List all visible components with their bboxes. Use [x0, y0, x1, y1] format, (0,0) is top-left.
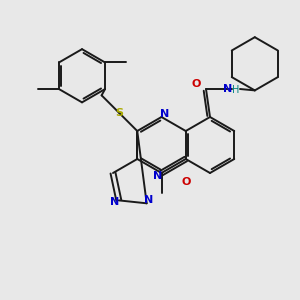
Text: S: S	[116, 108, 123, 118]
Text: O: O	[191, 79, 201, 89]
Text: N: N	[160, 109, 169, 119]
Text: N: N	[144, 195, 153, 205]
Text: N: N	[110, 197, 119, 207]
Text: O: O	[182, 177, 191, 187]
Text: N: N	[153, 171, 162, 181]
Text: N: N	[224, 84, 232, 94]
Text: H: H	[232, 85, 240, 95]
